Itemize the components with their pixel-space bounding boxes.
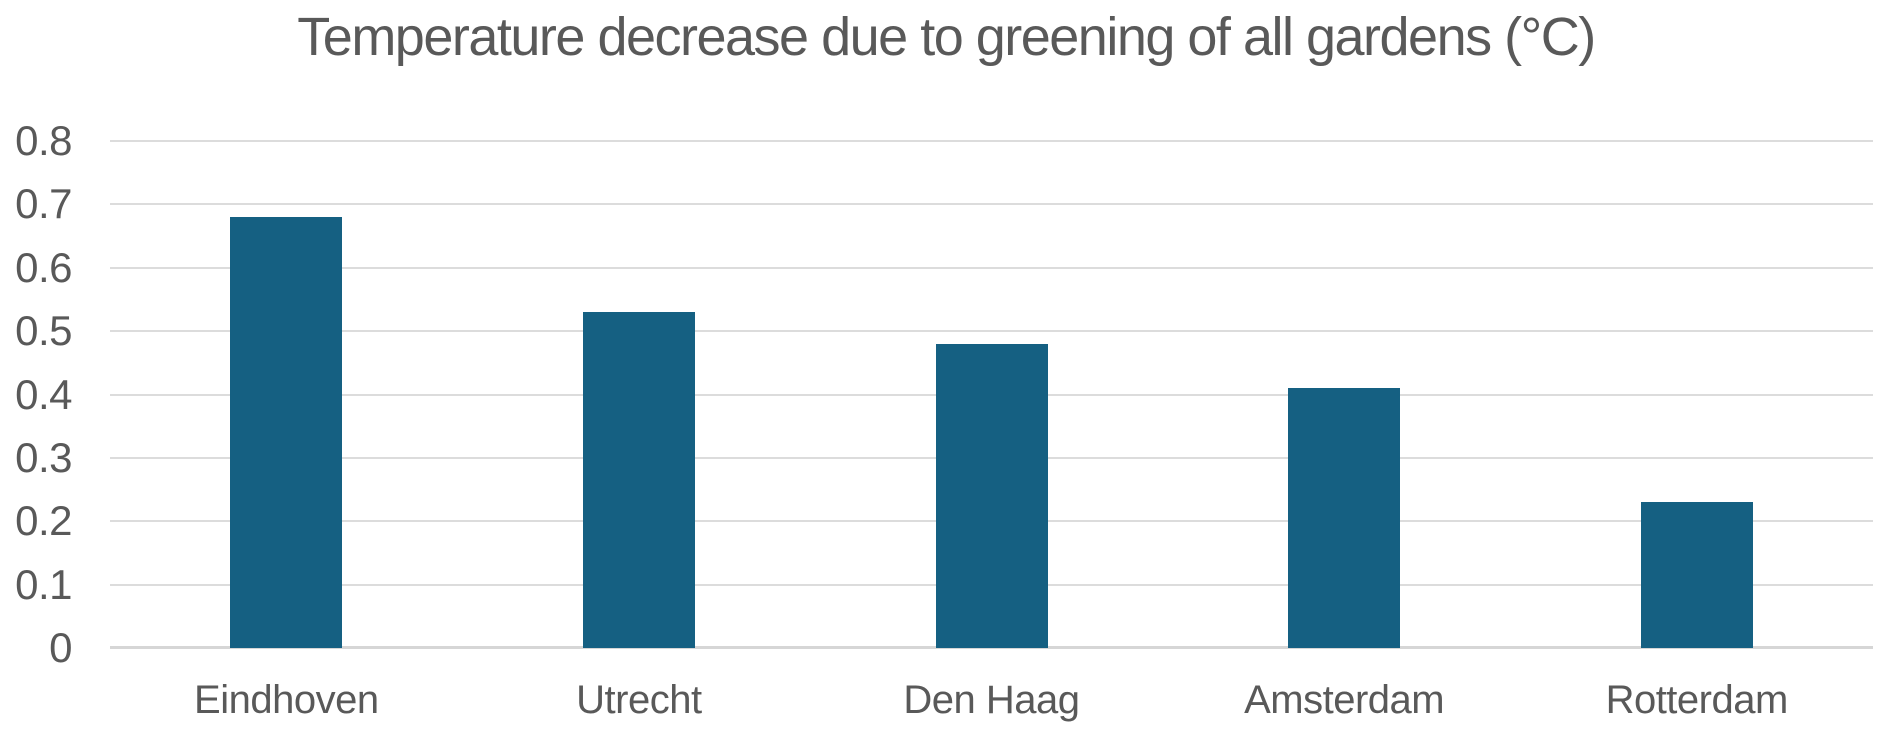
x-category-label-amsterdam: Amsterdam [1244,678,1445,722]
y-tick-label-0.5: 0.5 [15,307,72,355]
x-category-label-utrecht: Utrecht [576,678,702,722]
gridline-0.7 [110,203,1873,206]
y-tick-label-0: 0 [49,624,72,671]
x-category-label-rotterdam: Rotterdam [1605,678,1789,722]
y-tick-label-0.1: 0.1 [15,560,72,608]
x-category-label-den-haag: Den Haag [903,678,1080,722]
y-tick-label-0.2: 0.2 [15,497,72,545]
gridline-0.5 [110,330,1873,333]
bar-den-haag [935,343,1048,648]
y-tick-label-0.8: 0.8 [15,117,72,164]
gridline-0.6 [110,266,1873,269]
y-tick-label-0.4: 0.4 [15,370,72,418]
y-tick-label-0.6: 0.6 [15,243,72,291]
bar-eindhoven [230,217,343,648]
x-category-label-eindhoven: Eindhoven [194,678,379,722]
y-tick-label-0.7: 0.7 [15,180,72,228]
plot-area [110,140,1873,649]
bar-utrecht [582,312,695,648]
bar-rotterdam [1640,502,1753,648]
y-tick-label-0.3: 0.3 [15,433,72,481]
chart-title: Temperature decrease due to greening of … [297,7,1596,67]
gridline-0.8 [110,140,1873,142]
bar-amsterdam [1288,388,1401,648]
